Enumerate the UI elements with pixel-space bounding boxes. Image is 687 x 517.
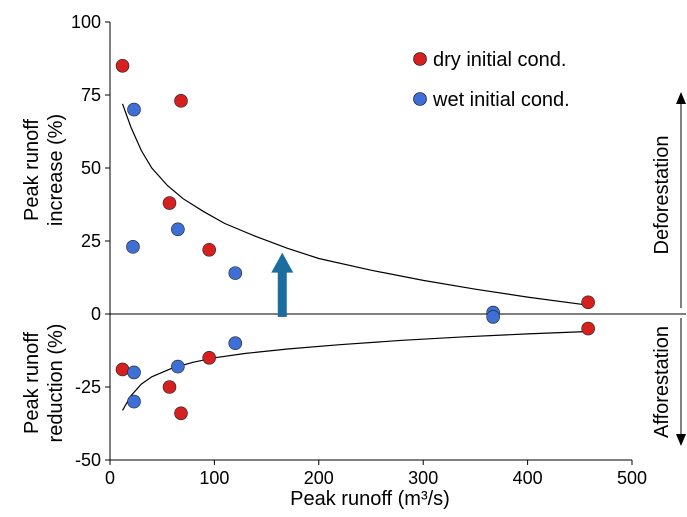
y-axis-title-top-line-1: Peak runoff	[21, 119, 43, 221]
dry-point	[174, 94, 188, 108]
side-annotation-afforestation: Afforestation	[651, 318, 686, 446]
y-tick-label: 0	[91, 304, 101, 324]
x-tick-label: 0	[105, 468, 115, 488]
dry-point	[115, 362, 130, 377]
y-tick-label: 50	[81, 158, 101, 178]
legend-marker-wet	[413, 92, 427, 106]
dry-point	[202, 242, 216, 257]
dry-point	[202, 350, 216, 365]
x-tick-label: 400	[513, 468, 543, 488]
y-tick-label: 75	[81, 85, 101, 105]
dry-point	[162, 380, 177, 394]
y-tick-label: 25	[81, 231, 101, 251]
wet-point	[171, 359, 185, 374]
y-tick-label: 100	[71, 12, 101, 32]
data-points	[115, 59, 595, 421]
legend: dry initial cond. wet initial cond.	[413, 49, 570, 111]
x-tick-label: 300	[408, 468, 438, 488]
wet-point	[127, 365, 141, 380]
dry-point	[581, 321, 595, 336]
wet-point	[228, 266, 243, 280]
legend-label-wet: wet initial cond.	[432, 89, 570, 111]
dry-point	[174, 406, 188, 421]
y-axis-title-top-line-2: increase (%)	[45, 114, 67, 226]
y-axis-title-top: Peak runoff increase (%)	[21, 114, 67, 226]
x-axis-title: Peak runoff (m³/s)	[290, 488, 450, 510]
trend-line-upper	[121, 103, 589, 306]
trend-lines	[121, 103, 589, 411]
wet-point	[171, 222, 185, 237]
dry-point	[162, 196, 177, 210]
side-annotation-deforestation: Deforestation	[651, 92, 686, 308]
afforestation-arrowhead-icon	[676, 434, 686, 446]
deforestation-label: Deforestation	[651, 136, 673, 255]
wet-point	[126, 240, 140, 254]
tick-labels: 0 100 200 300 400 500 -50 -25 0 25 50 75 100	[71, 12, 647, 488]
wet-point	[228, 336, 243, 351]
wet-point	[127, 102, 141, 117]
increase-arrow	[271, 252, 294, 317]
arrow-head	[271, 252, 294, 273]
y-tick-label: -50	[75, 450, 101, 470]
arrow-shaft	[277, 270, 287, 317]
y-axis-title-bottom-line-1: Peak runoff	[21, 332, 43, 434]
dry-point	[581, 295, 595, 310]
y-axis-title-bottom-line-2: reduction (%)	[45, 324, 67, 443]
dry-point	[115, 59, 130, 73]
trend-line-lower	[121, 330, 589, 411]
afforestation-label: Afforestation	[651, 326, 673, 438]
x-tick-label: 500	[617, 468, 647, 488]
y-tick-label: -25	[75, 377, 101, 397]
axes	[105, 21, 686, 465]
x-tick-label: 100	[199, 468, 229, 488]
wet-point	[486, 310, 500, 324]
legend-marker-dry	[413, 52, 427, 66]
deforestation-arrowhead-icon	[676, 92, 686, 104]
x-tick-label: 200	[304, 468, 334, 488]
y-axis-title-bottom: Peak runoff reduction (%)	[21, 324, 67, 443]
wet-point	[127, 394, 141, 409]
legend-label-dry: dry initial cond.	[433, 49, 566, 71]
